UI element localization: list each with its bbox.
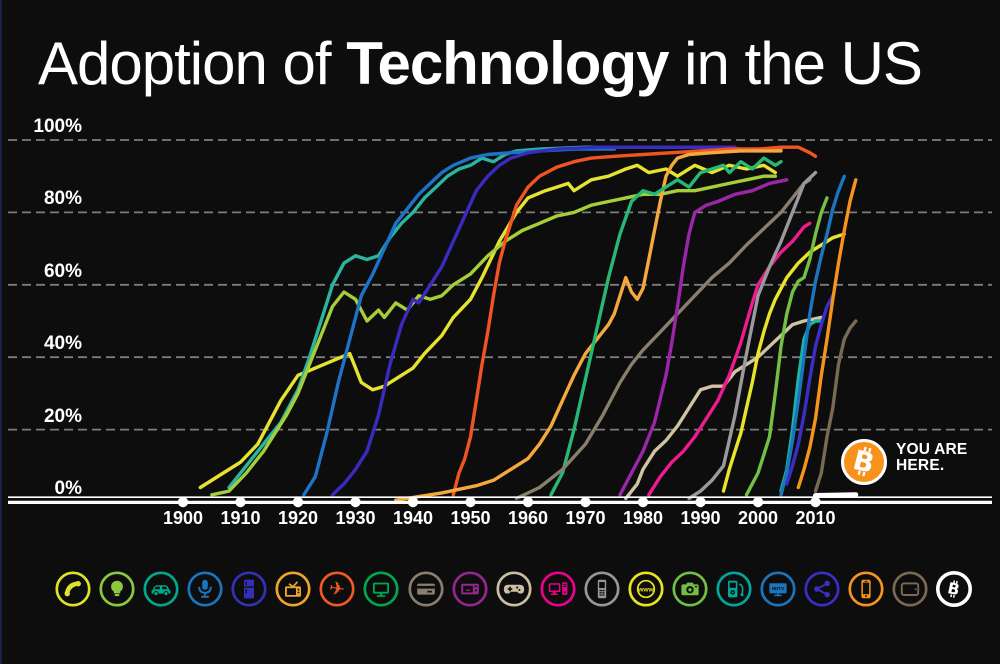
axis-dot-1940 (407, 496, 419, 508)
left-edge-line (0, 0, 2, 664)
axis-dot-1970 (580, 496, 591, 508)
y-tick-label-100: 100% (33, 116, 82, 137)
axis-dot-1950 (465, 496, 476, 508)
series-social-media (785, 294, 835, 486)
you-are-here-badge: B YOU ARE HERE. (838, 436, 998, 492)
x-tick-label-2010: 2010 (795, 508, 836, 528)
x-tick-label-1900: 1900 (162, 508, 204, 528)
x-tick-label-1950: 1950 (450, 508, 491, 528)
you-are-here-line1: YOU ARE (896, 441, 968, 458)
series-digital-camera (744, 196, 829, 497)
x-tick-label-1990: 1990 (680, 508, 721, 528)
series-automobile (210, 174, 777, 497)
axis-dot-1900 (177, 496, 189, 508)
series-cellphone (687, 170, 818, 501)
bitcoin-badge-icon: B (841, 439, 887, 485)
you-are-here-text: YOU ARE HERE. (896, 442, 967, 474)
series-television (451, 145, 818, 497)
axis-dot-1910 (235, 496, 246, 508)
page-title: Adoption of Technology in the US (38, 34, 923, 94)
axis-dot-2000 (752, 496, 764, 508)
y-tick-label-20: 20% (43, 405, 82, 427)
x-tick-label-1930: 1930 (335, 508, 376, 528)
axis-dot-1960 (522, 496, 534, 508)
y-tick-label-80: 80% (43, 188, 82, 210)
series-hdtv (779, 174, 846, 497)
series-tablet (813, 319, 858, 493)
series-refrigerator (330, 145, 737, 497)
series-smartphone (796, 178, 858, 490)
you-are-here-line2: HERE. (896, 457, 945, 474)
series-bitcoin (813, 492, 859, 498)
series-air-travel (394, 149, 783, 502)
axis-dot-1920 (292, 496, 304, 508)
series-radio (302, 147, 616, 497)
axis-dot-1930 (350, 496, 361, 508)
y-tick-label-60: 60% (43, 260, 82, 282)
x-tick-label-2000: 2000 (737, 508, 779, 528)
title-suffix: in the US (668, 30, 923, 97)
x-tick-label-1970: 1970 (565, 508, 606, 528)
y-tick-label-0: 0% (54, 478, 82, 499)
title-prefix: Adoption of (38, 30, 347, 97)
axis-dot-1980 (637, 496, 649, 508)
series-telephone (198, 163, 777, 490)
series-electricity (227, 145, 783, 490)
x-tick-label-1920: 1920 (277, 508, 319, 528)
series-microwave (618, 178, 789, 497)
x-tick-label-1910: 1910 (220, 508, 261, 528)
series-colour-tv (549, 156, 783, 497)
series-home-computer (647, 221, 812, 497)
x-tick-label-1980: 1980 (622, 508, 664, 528)
x-tick-label-1940: 1940 (392, 508, 434, 528)
title-bold: Technology (346, 30, 669, 97)
series-credit-card (514, 178, 812, 501)
x-tick-label-1960: 1960 (507, 508, 549, 528)
axis-dot-2010 (810, 496, 821, 508)
y-tick-label-40: 40% (43, 333, 82, 355)
axis-dot-1990 (695, 496, 706, 508)
